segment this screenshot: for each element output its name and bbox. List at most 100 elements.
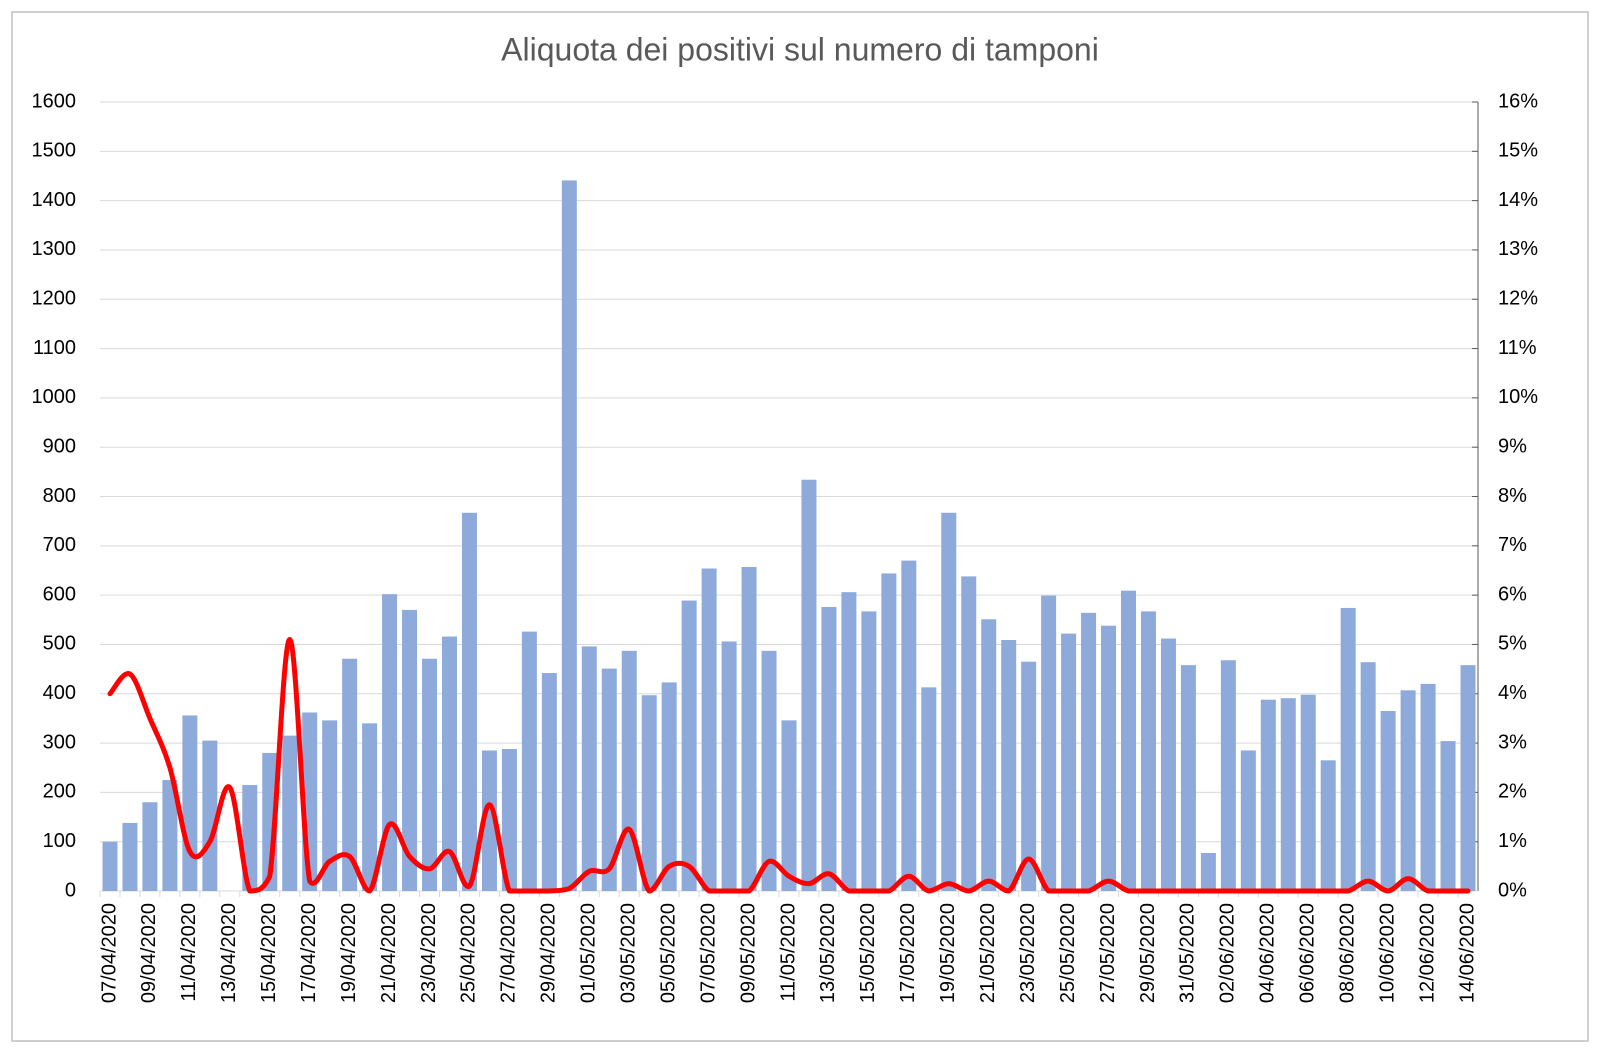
bar	[621, 650, 637, 891]
bar	[581, 646, 597, 891]
bar	[1240, 750, 1256, 891]
bar	[1420, 683, 1436, 891]
bar	[382, 594, 398, 891]
bar	[1061, 633, 1077, 891]
bar	[841, 592, 857, 891]
y-tick-label: 1600	[32, 90, 77, 112]
x-tick-label: 09/04/2020	[138, 903, 160, 1003]
bar	[861, 611, 877, 891]
x-tick-label: 11/04/2020	[178, 903, 200, 1002]
x-tick-label: 07/04/2020	[98, 903, 120, 1003]
bar	[461, 512, 477, 891]
x-tick-label: 10/06/2020	[1376, 903, 1398, 1003]
y-tick-label: 200	[43, 781, 76, 803]
bar	[182, 715, 198, 891]
bar	[641, 695, 657, 891]
bar	[521, 631, 537, 891]
x-tick-label: 29/04/2020	[538, 903, 560, 1003]
y2-tick-label: 9%	[1498, 435, 1527, 457]
bar	[801, 479, 817, 891]
bar	[142, 802, 158, 891]
bar	[402, 609, 418, 891]
x-tick-label: 03/05/2020	[618, 903, 640, 1003]
x-tick-label: 12/06/2020	[1416, 903, 1438, 1003]
y-tick-label: 100	[43, 830, 76, 852]
bar	[741, 567, 757, 891]
bar	[1200, 853, 1216, 891]
y-tick-label: 0	[65, 879, 76, 901]
bar	[1160, 638, 1176, 891]
y2-tick-label: 15%	[1498, 140, 1538, 162]
x-tick-label: 23/05/2020	[1017, 903, 1039, 1003]
x-tick-label: 09/05/2020	[737, 903, 759, 1003]
y2-tick-label: 10%	[1498, 386, 1538, 408]
y-tick-label: 1400	[32, 189, 77, 211]
x-tick-label: 19/04/2020	[338, 903, 360, 1003]
bar	[1320, 760, 1336, 891]
y-tick-label: 400	[43, 682, 76, 704]
y2-tick-label: 5%	[1498, 633, 1527, 655]
bar	[1300, 694, 1316, 891]
y2-tick-label: 14%	[1498, 189, 1538, 211]
y2-tick-label: 2%	[1498, 781, 1527, 803]
y-tick-label: 1100	[33, 337, 76, 359]
x-tick-label: 17/05/2020	[897, 903, 919, 1003]
bar	[721, 641, 737, 891]
bar	[921, 687, 937, 891]
bar	[422, 658, 438, 891]
bar	[1440, 741, 1456, 891]
x-tick-label: 15/04/2020	[258, 903, 280, 1003]
y2-tick-label: 4%	[1498, 682, 1527, 704]
y2-tick-label: 12%	[1498, 288, 1538, 310]
bar	[1140, 611, 1156, 891]
y2-tick-label: 13%	[1498, 238, 1538, 260]
y2-tick-label: 0%	[1498, 879, 1527, 901]
y2-tick-label: 11%	[1498, 337, 1537, 359]
bar	[342, 658, 358, 891]
bar	[701, 568, 717, 891]
x-tick-label: 21/05/2020	[977, 903, 999, 1003]
x-tick-label: 14/06/2020	[1456, 903, 1478, 1003]
x-tick-label: 02/06/2020	[1217, 903, 1239, 1003]
x-tick-label: 04/06/2020	[1257, 903, 1279, 1003]
y2-tick-label: 3%	[1498, 731, 1527, 753]
chart-title: Aliquota dei positivi sul numero di tamp…	[501, 31, 1099, 67]
bar	[1021, 661, 1037, 891]
bar	[362, 723, 378, 891]
x-tick-label: 31/05/2020	[1177, 903, 1199, 1003]
y2-tick-label: 6%	[1498, 583, 1527, 605]
line	[107, 637, 1471, 894]
x-tick-label: 27/05/2020	[1097, 903, 1119, 1003]
bar	[781, 720, 797, 891]
bar	[282, 735, 298, 891]
y-tick-label: 700	[43, 534, 76, 556]
x-tick-label: 13/04/2020	[218, 903, 240, 1003]
x-tick-label: 17/04/2020	[298, 903, 320, 1003]
bar	[441, 636, 457, 891]
bar	[1041, 595, 1057, 891]
x-tick-label: 25/05/2020	[1057, 903, 1079, 1003]
bar	[681, 600, 697, 891]
bar	[1400, 690, 1416, 891]
x-tick-label: 29/05/2020	[1137, 903, 1159, 1003]
bar	[481, 750, 497, 891]
x-tick-label: 27/04/2020	[498, 903, 520, 1003]
bar	[1220, 660, 1236, 891]
y-tick-label: 1200	[32, 288, 77, 310]
y2-tick-label: 1%	[1498, 830, 1527, 852]
bar	[981, 619, 997, 891]
x-tick-label: 06/06/2020	[1297, 903, 1319, 1003]
x-tick-label: 19/05/2020	[937, 903, 959, 1003]
y2-tick-label: 8%	[1498, 485, 1527, 507]
bar	[202, 740, 218, 891]
x-tick-label: 08/06/2020	[1336, 903, 1358, 1003]
bar	[661, 682, 677, 891]
bar	[102, 841, 118, 891]
bar	[561, 180, 577, 892]
bar	[1260, 699, 1276, 891]
y-tick-label: 300	[43, 731, 76, 753]
bar	[1180, 665, 1196, 891]
bar	[961, 576, 977, 891]
bar	[322, 720, 338, 891]
